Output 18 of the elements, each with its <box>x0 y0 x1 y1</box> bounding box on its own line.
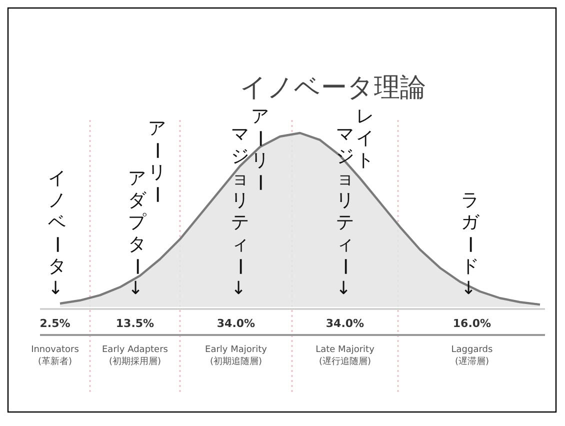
text: 2.5% <box>40 317 70 330</box>
text: Early Adapters (初期採用層) <box>102 345 168 367</box>
annotation: ラガード↓ <box>459 190 480 300</box>
annotation: アーリー <box>249 106 270 192</box>
text: 16.0% <box>452 317 492 330</box>
text: Late Majority (遅行追随層) <box>316 345 376 367</box>
annotation: イノベータ↓ <box>46 168 68 300</box>
text: Innovators (革新者) <box>31 345 80 367</box>
text: Early Majority (初期追随層) <box>205 345 268 367</box>
text: Laggards (遅滞層) <box>451 345 494 367</box>
text: 13.5% <box>116 317 154 330</box>
annotation: レイト <box>356 106 374 172</box>
text: 34.0% <box>216 317 256 330</box>
chart-title: イノベータ理論 <box>240 73 426 103</box>
annotation: アダプター↓ <box>126 168 148 300</box>
text: 34.0% <box>326 317 364 330</box>
annotation: マジョリティー↓ <box>229 124 250 300</box>
annotation: アーリー <box>146 118 168 204</box>
